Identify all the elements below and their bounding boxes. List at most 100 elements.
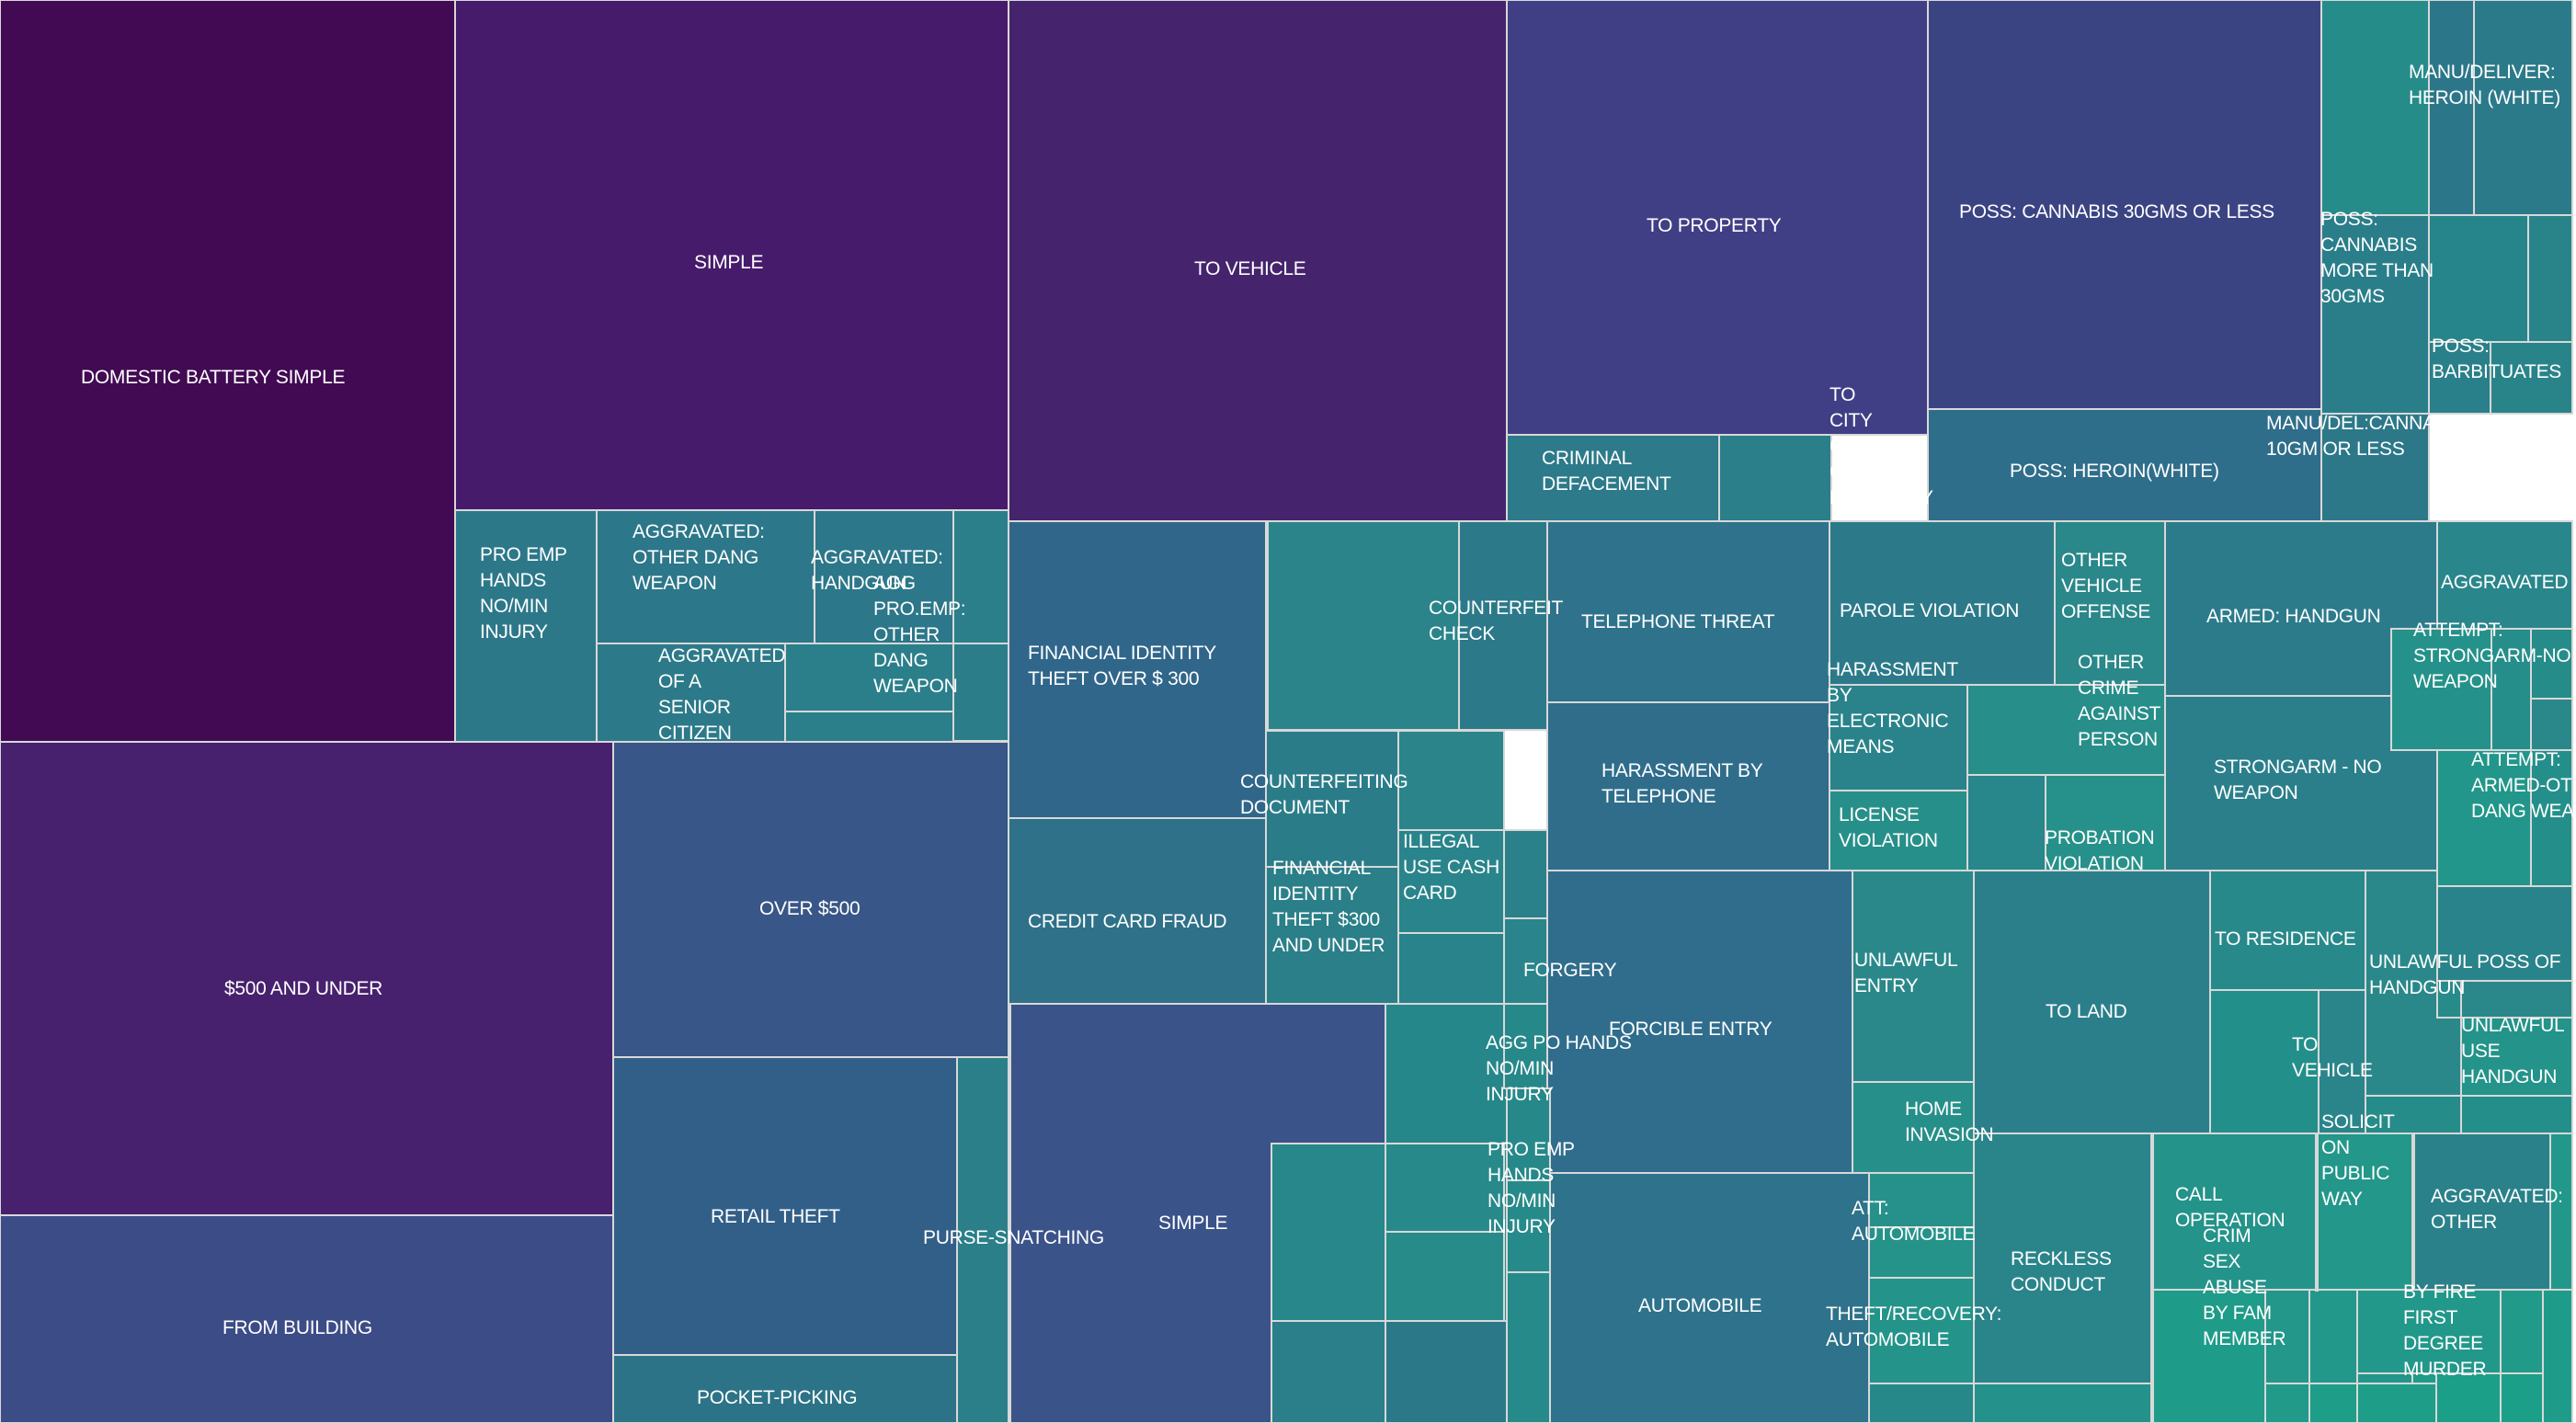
- treemap-tile-label: COUNTERFEIT CHECK: [1429, 598, 1564, 644]
- treemap-tile-label: FROM BUILDING: [222, 1317, 372, 1338]
- treemap-tile: [2542, 1289, 2573, 1423]
- treemap-tile: [2264, 1383, 2310, 1423]
- treemap-tile: [1385, 1003, 1508, 1144]
- treemap-tile-label: HOME INVASION: [1905, 1099, 1993, 1145]
- treemap-tile-label: POSS: CANNABIS MORE THAN 30GMS: [2320, 209, 2434, 307]
- treemap-tile-label: FINANCIAL IDENTITY THEFT $300 AND UNDER: [1272, 858, 1385, 956]
- treemap-tile: [2150, 1289, 2266, 1423]
- treemap-tile-label: UNLAWFUL POSS OF HANDGUN: [2369, 951, 2560, 998]
- treemap-tile-label: FINANCIAL IDENTITY THEFT OVER $ 300: [1028, 643, 1216, 689]
- treemap-tile: [2320, 413, 2430, 522]
- treemap-tile: [2549, 1133, 2573, 1291]
- treemap-tile-label: HARASSMENT BY TELEPHONE: [1601, 760, 1763, 807]
- treemap-tile-label: POCKET-PICKING: [697, 1387, 857, 1408]
- treemap-tile: [1506, 1087, 1551, 1181]
- treemap-tile: [1927, 0, 2322, 410]
- treemap-tile-label: POSS: BARBITUATES: [2432, 336, 2561, 382]
- treemap-tile: [1868, 1383, 1975, 1423]
- treemap-tile-label: SOLICIT ON PUBLIC WAY: [2321, 1111, 2395, 1210]
- treemap-tile-label: COUNTERFEITING DOCUMENT: [1240, 771, 1408, 818]
- treemap-tile: [2318, 989, 2366, 1134]
- treemap-tile: [612, 741, 1009, 1058]
- treemap-tile-label: TELEPHONE THREAT: [1581, 611, 1775, 632]
- treemap-tile-label: MANU/DEL:CANNABIS 10GM OR LESS: [2266, 413, 2466, 460]
- treemap-tile-label: THEFT/RECOVERY: AUTOMOBILE: [1826, 1303, 2001, 1350]
- treemap-tile-label: AGG PO HANDS NO/MIN INJURY: [1486, 1032, 1632, 1105]
- treemap-tile-label: CALL OPERATION: [2175, 1184, 2285, 1231]
- treemap-tile-label: TO VEHICLE: [1194, 258, 1306, 279]
- treemap-tile: [454, 0, 1009, 511]
- treemap-tile-label: PRO EMP HANDS NO/MIN INJURY: [480, 544, 567, 643]
- treemap-tile: [1271, 1143, 1386, 1322]
- treemap-tile: [612, 1056, 958, 1356]
- treemap-tile-label: LICENSE VIOLATION: [1839, 804, 1938, 851]
- treemap-tile: [1397, 829, 1505, 934]
- treemap-tile: [1546, 520, 1830, 703]
- treemap-tile-label: RETAIL THEFT: [711, 1206, 840, 1227]
- treemap-tile: [952, 509, 1009, 644]
- treemap-tile: [952, 643, 1009, 742]
- treemap-tile-label: CRIMINAL DEFACEMENT: [1542, 448, 1671, 495]
- treemap-tile-label: SIMPLE: [1158, 1212, 1228, 1234]
- treemap-tile-label: OTHER VEHICLE OFFENSE: [2061, 550, 2150, 622]
- treemap-tile: [2356, 1289, 2505, 1374]
- treemap-tile: [2308, 1383, 2358, 1423]
- treemap-tile: [454, 509, 598, 743]
- treemap-tile-label: AGG PRO.EMP: OTHER DANG WEAPON: [873, 573, 965, 697]
- treemap-tile-label: CREDIT CARD FRAUD: [1028, 911, 1226, 932]
- treemap-tile: [1265, 520, 1460, 731]
- treemap-tile: [2473, 0, 2573, 216]
- treemap-tile: [2460, 1095, 2573, 1134]
- treemap-tile-label: PAROLE VIOLATION: [1840, 600, 2019, 621]
- treemap-tile: [1008, 817, 1267, 1005]
- treemap-tile: [1829, 684, 1968, 791]
- treemap-tile: [596, 509, 815, 644]
- treemap-tile: [2436, 885, 2573, 982]
- treemap-tile-label: AUTOMOBILE: [1638, 1295, 1762, 1316]
- treemap-tile: [2411, 1133, 2551, 1291]
- treemap-tile-label: OVER $500: [759, 898, 860, 919]
- treemap-tile: [1829, 520, 2056, 686]
- treemap-tile: [1503, 1003, 1548, 1089]
- treemap-tile: [1265, 520, 1269, 731]
- treemap-tile-label: FORGERY: [1523, 960, 1617, 981]
- treemap-tile: [1506, 0, 1929, 436]
- treemap-tile: [2490, 341, 2573, 415]
- treemap-tile: [596, 643, 786, 743]
- treemap-tile: [2436, 980, 2462, 1019]
- treemap-tile-label: TO RESIDENCE: [2215, 928, 2356, 950]
- treemap-tile: [784, 643, 954, 712]
- treemap-tile-label: ILLEGAL USE CASH CARD: [1403, 831, 1499, 904]
- treemap-tile-label: PURSE-SNATCHING: [923, 1227, 1104, 1248]
- treemap-tile: [1008, 1003, 1011, 1423]
- treemap-tile-label: FORCIBLE ENTRY: [1609, 1019, 1772, 1040]
- treemap-tile: [1546, 870, 1853, 1174]
- treemap-tile: [2530, 749, 2573, 887]
- treemap-tile: [1397, 932, 1505, 1005]
- treemap-tile: [1546, 701, 1830, 871]
- treemap-tile-label: OTHER CRIME AGAINST PERSON: [2078, 652, 2161, 750]
- treemap-tile-label: AGGRAVATED OF A SENIOR CITIZEN: [658, 645, 785, 744]
- treemap-tile-label: TO VEHICLE: [2292, 1034, 2373, 1081]
- treemap-tile-label: TO CITY OF CHICAGO PROPERTY: [1829, 384, 1933, 508]
- treemap-tile-label: TO PROPERTY: [1647, 215, 1782, 236]
- treemap-tile-label: AGGRAVATED: HANDGUN: [811, 547, 943, 594]
- treemap-tile: [2435, 1372, 2502, 1423]
- treemap-tile-label: AGGRAVATED: OTHER DANG WEAPON: [633, 521, 765, 594]
- treemap-tile-label: STRONGARM - NO WEAPON: [2214, 757, 2381, 803]
- treemap-tile-label: SIMPLE: [694, 252, 764, 273]
- treemap-tile-label: MANU/DELIVER: HEROIN (WHITE): [2409, 62, 2560, 108]
- treemap-tile-label: RECKLESS CONDUCT: [2011, 1248, 2112, 1295]
- treemap-tile-label: POSS: CANNABIS 30GMS OR LESS: [1959, 201, 2274, 222]
- treemap-tile: [1503, 1143, 1508, 1322]
- treemap-tile: [1265, 730, 1399, 868]
- treemap-tile: [1506, 1179, 1551, 1273]
- treemap-tile: [1852, 1081, 1975, 1174]
- treemap-tile: [2436, 520, 2573, 630]
- treemap-tile: [1966, 774, 2046, 871]
- treemap-tile: [1008, 520, 1267, 819]
- treemap-tile: [2356, 1383, 2437, 1423]
- treemap-tile-label: AGGRAVATED: [2441, 572, 2568, 593]
